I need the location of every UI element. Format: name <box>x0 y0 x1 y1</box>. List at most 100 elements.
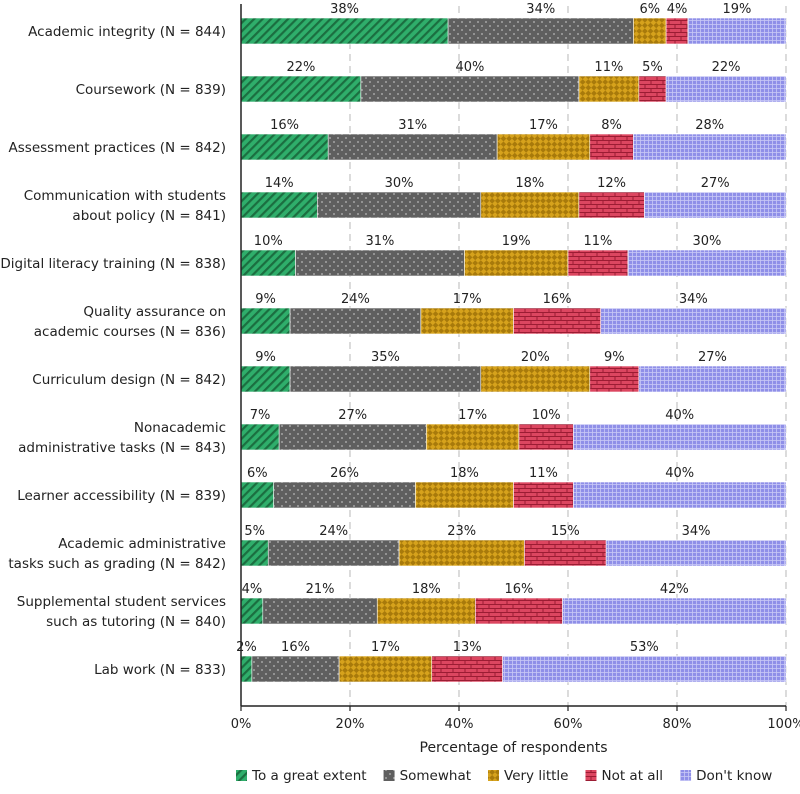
value-label: 31% <box>398 118 427 133</box>
category-label: Quality assurance on academic courses (N … <box>34 304 226 340</box>
bar-segment <box>518 423 574 451</box>
bar-segment <box>475 597 563 625</box>
bar-segment <box>513 307 601 335</box>
value-label: 13% <box>453 640 482 655</box>
value-label: 24% <box>319 524 348 539</box>
bar-segment <box>605 539 787 567</box>
bar-segment <box>327 133 498 161</box>
value-label: 6% <box>247 466 268 481</box>
legend-label: Not at all <box>601 768 663 784</box>
value-label: 27% <box>698 350 727 365</box>
value-label: 10% <box>254 234 283 249</box>
bar-segment <box>578 75 640 103</box>
bar-segment <box>376 597 476 625</box>
category-label: Supplemental student services such as tut… <box>17 594 226 630</box>
bar-segment <box>633 17 667 45</box>
value-label: 42% <box>660 582 689 597</box>
bar-segment <box>338 655 433 683</box>
bar-segment <box>240 597 264 625</box>
x-tick-label: 80% <box>663 717 692 732</box>
value-label: 38% <box>330 2 359 17</box>
category-label: Academic integrity (N = 844) <box>28 24 226 40</box>
legend-swatch <box>488 770 500 781</box>
value-label: 18% <box>450 466 479 481</box>
value-label: 53% <box>630 640 659 655</box>
value-label: 27% <box>338 408 367 423</box>
value-labels: 38% 34% 6% 4% 19% 22% 40% 11% 5% 22% 16% 31% 17% 8% 28… <box>236 2 751 655</box>
value-label: 17% <box>371 640 400 655</box>
value-label: 26% <box>330 466 359 481</box>
bar-segment <box>251 655 340 683</box>
value-label: 23% <box>447 524 476 539</box>
value-label: 11% <box>584 234 613 249</box>
bar-segment <box>289 307 422 335</box>
category-label: Communication with students about policy … <box>24 188 226 224</box>
bar-segment <box>240 655 253 683</box>
value-label: 5% <box>244 524 265 539</box>
x-tick-label: 40% <box>445 717 474 732</box>
bar-segment <box>273 481 416 509</box>
value-label: 30% <box>693 234 722 249</box>
gridlines <box>349 6 787 706</box>
legend-swatch <box>680 770 692 781</box>
bar-segment <box>240 75 362 103</box>
legend: To a great extent Somewhat Very little Not … <box>236 768 772 784</box>
bar-segment <box>240 133 329 161</box>
legend-label: Don't know <box>696 768 772 784</box>
x-tick-label: 0% <box>231 717 252 732</box>
bar-segment <box>524 539 607 567</box>
value-label: 8% <box>601 118 622 133</box>
value-label: 19% <box>502 234 531 249</box>
bar-segment <box>425 423 520 451</box>
value-label: 9% <box>255 292 276 307</box>
bar-segment <box>267 539 400 567</box>
bar-segment <box>496 133 591 161</box>
legend-label: To a great extent <box>251 768 367 784</box>
value-label: 18% <box>515 176 544 191</box>
x-tick-label: 60% <box>554 717 583 732</box>
bar-segment <box>240 481 275 509</box>
bar-segment <box>316 191 482 219</box>
value-label: 27% <box>701 176 730 191</box>
x-tick-label: 20% <box>336 717 365 732</box>
legend-swatch <box>585 770 597 781</box>
bar-segment <box>240 17 449 45</box>
value-label: 28% <box>695 118 724 133</box>
bar-segment <box>240 423 280 451</box>
bar-segment <box>589 133 634 161</box>
bar-segment <box>687 17 787 45</box>
bar-segment <box>567 249 629 277</box>
value-label: 4% <box>667 2 688 17</box>
category-label: Curriculum design (N = 842) <box>32 372 226 388</box>
legend-swatch <box>383 770 395 781</box>
value-label: 34% <box>679 292 708 307</box>
bar-segment <box>295 249 465 277</box>
value-label: 9% <box>604 350 625 365</box>
bar-segment <box>638 75 667 103</box>
value-label: 16% <box>270 118 299 133</box>
value-label: 31% <box>366 234 395 249</box>
bar-segment <box>573 481 787 509</box>
x-axis: 0% 20% 40% 60% 80% 100% <box>231 4 800 732</box>
bar-segment <box>240 307 291 335</box>
value-label: 17% <box>529 118 558 133</box>
bar-segment <box>589 365 640 393</box>
bar-segment <box>289 365 482 393</box>
bar-segment <box>480 191 580 219</box>
legend-label: Somewhat <box>400 768 471 784</box>
value-label: 10% <box>532 408 561 423</box>
bar-segment <box>278 423 427 451</box>
value-label: 35% <box>371 350 400 365</box>
value-label: 18% <box>412 582 441 597</box>
category-labels: Academic integrity (N = 844) Coursework (… <box>0 24 226 678</box>
value-label: 11% <box>594 60 623 75</box>
bar-segment <box>665 17 689 45</box>
value-label: 21% <box>306 582 335 597</box>
value-label: 22% <box>286 60 315 75</box>
category-label: Academic administrative tasks such as gra… <box>8 536 226 572</box>
bar-segment <box>240 539 269 567</box>
bar-segment <box>431 655 503 683</box>
category-label: Nonacademic administrative tasks (N = 843… <box>18 420 226 456</box>
bar-segment <box>420 307 514 335</box>
